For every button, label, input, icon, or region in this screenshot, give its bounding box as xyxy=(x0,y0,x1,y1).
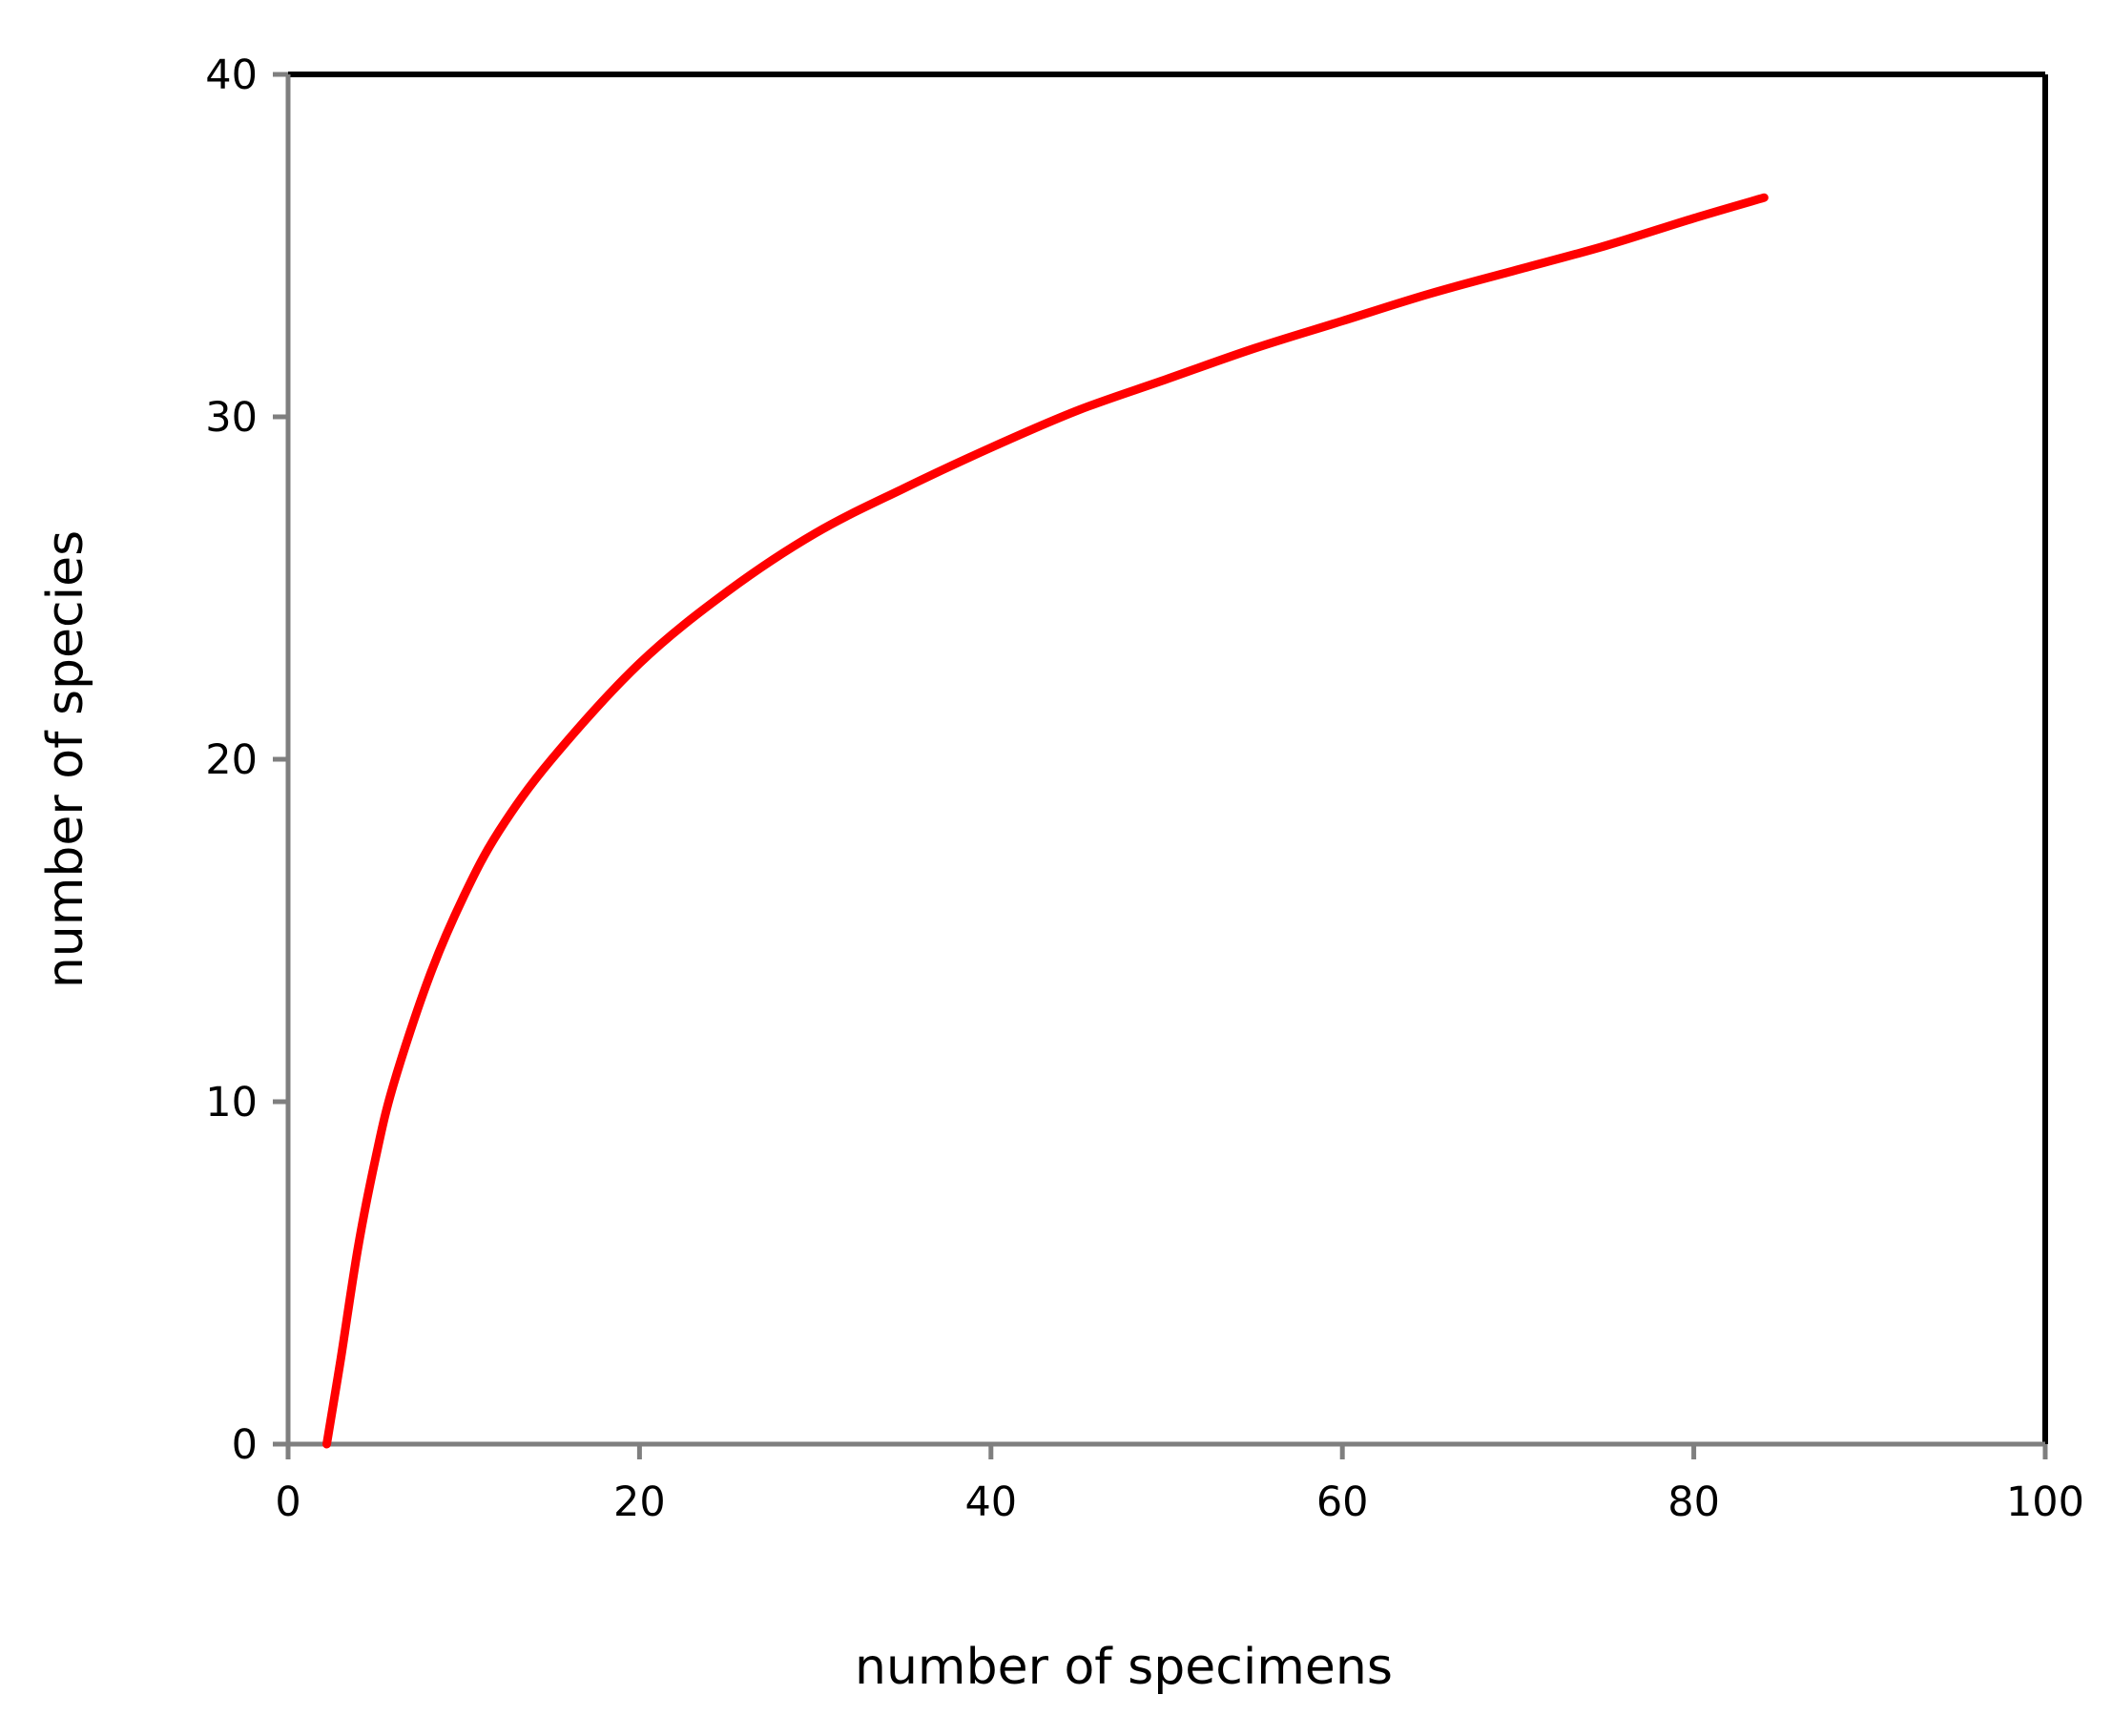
y-tick-label: 20 xyxy=(205,736,258,784)
x-axis-ticks: 0 20 40 60 80 100 xyxy=(275,1444,2084,1526)
x-tick-label: 20 xyxy=(613,1478,666,1526)
x-tick-label: 0 xyxy=(275,1478,300,1526)
y-tick-label: 0 xyxy=(232,1421,258,1469)
series-line xyxy=(322,193,1769,1449)
series-layer xyxy=(322,193,1769,1449)
x-tick-label: 60 xyxy=(1316,1478,1369,1526)
y-tick-label: 30 xyxy=(205,394,258,442)
y-axis-title: number of species xyxy=(37,530,94,988)
x-tick-label: 100 xyxy=(2006,1478,2084,1526)
x-axis-title: number of specimens xyxy=(855,1639,1393,1696)
y-tick-label: 40 xyxy=(205,52,258,99)
x-tick-label: 80 xyxy=(1667,1478,1720,1526)
y-axis-ticks: 0 10 20 30 40 xyxy=(205,52,288,1469)
y-tick-label: 10 xyxy=(205,1079,258,1126)
x-tick-label: 40 xyxy=(964,1478,1017,1526)
